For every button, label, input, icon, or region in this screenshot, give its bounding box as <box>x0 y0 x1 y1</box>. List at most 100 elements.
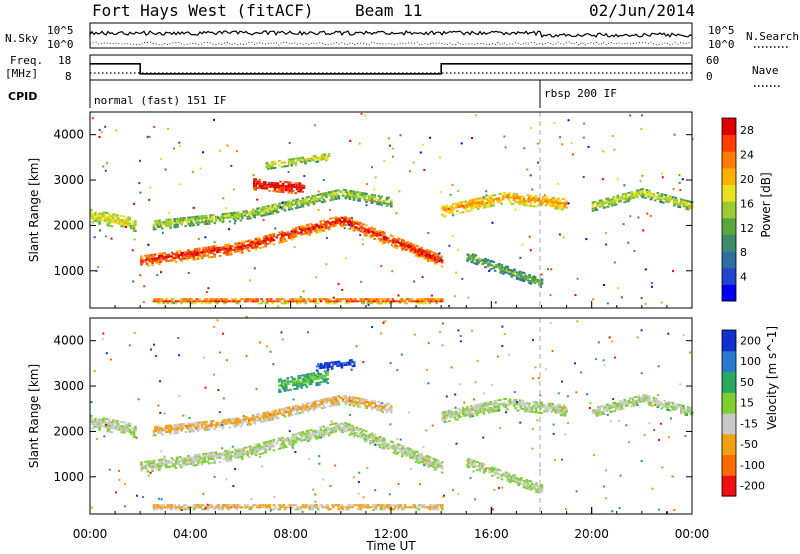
range-cell <box>275 209 279 212</box>
range-cell <box>294 435 298 438</box>
range-cell <box>291 238 295 240</box>
range-cell <box>468 205 472 208</box>
range-cell <box>159 431 163 434</box>
range-cell <box>205 216 208 219</box>
range-cell <box>405 298 408 301</box>
range-cell <box>358 223 361 226</box>
nsearch-tick-high: 10^5 <box>708 24 735 37</box>
range-cell <box>166 466 169 468</box>
range-cell <box>283 205 287 208</box>
range-cell <box>347 423 350 426</box>
range-cell <box>541 404 545 406</box>
range-cell <box>327 155 331 157</box>
range-cell <box>478 205 481 208</box>
range-cell <box>294 406 298 409</box>
range-cell <box>416 457 419 460</box>
date-label: 02/Jun/2014 <box>589 1 695 20</box>
range-cell <box>195 421 199 424</box>
range-cell <box>221 217 225 220</box>
range-cell <box>294 192 297 195</box>
range-cell <box>548 198 552 201</box>
range-cell <box>250 447 254 450</box>
noise-cell <box>186 259 189 262</box>
range-cell <box>528 484 531 487</box>
range-cell <box>309 383 313 385</box>
range-cell <box>517 278 520 281</box>
noise-cell <box>93 236 96 239</box>
range-cell <box>496 199 499 202</box>
range-cell <box>283 387 287 390</box>
range-cell <box>641 194 644 197</box>
range-cell <box>103 425 107 428</box>
range-cell <box>383 445 386 448</box>
range-cell <box>98 216 101 219</box>
range-cell <box>298 434 302 436</box>
range-cell <box>211 249 215 252</box>
range-cell <box>165 427 168 429</box>
range-cell <box>216 453 219 456</box>
range-cell <box>402 445 405 448</box>
range-cell <box>477 207 480 210</box>
range-cell <box>180 460 183 462</box>
range-cell <box>510 202 513 205</box>
range-cell <box>365 298 368 301</box>
range-cell <box>385 238 389 241</box>
range-cell <box>257 186 260 189</box>
range-cell <box>634 400 637 403</box>
range-cell <box>376 439 379 441</box>
noise-cell <box>360 280 363 283</box>
range-cell <box>409 448 412 451</box>
range-cell <box>518 482 522 485</box>
range-cell <box>675 203 679 206</box>
range-cell <box>240 251 244 254</box>
range-cell <box>165 221 168 223</box>
noise-cell <box>543 194 546 197</box>
range-cell <box>481 463 484 465</box>
range-cell <box>527 277 530 280</box>
range-cell <box>601 405 604 407</box>
range-cell <box>483 406 487 409</box>
range-cell <box>169 428 172 431</box>
range-cell <box>615 407 618 410</box>
range-cell <box>511 274 515 277</box>
range-cell <box>388 302 392 305</box>
range-cell <box>561 206 564 209</box>
range-cell <box>304 226 307 229</box>
range-cell <box>544 408 548 411</box>
range-cell <box>334 198 338 200</box>
range-cell <box>280 161 284 164</box>
range-cell <box>641 396 644 399</box>
range-cell <box>330 196 334 199</box>
range-cell <box>234 454 237 457</box>
range-cell <box>325 220 328 223</box>
range-cell <box>229 251 233 254</box>
range-cell <box>406 247 409 250</box>
range-cell <box>435 300 439 303</box>
range-cell <box>211 451 215 454</box>
range-cell <box>121 221 125 224</box>
noise-cell <box>617 287 620 290</box>
range-cell <box>178 425 182 428</box>
range-cell <box>169 218 172 221</box>
range-cell <box>398 241 401 244</box>
range-cell <box>116 426 119 429</box>
noise-cell <box>673 133 676 136</box>
range-cell <box>405 302 408 305</box>
range-cell <box>496 403 499 406</box>
range-cell <box>322 398 325 401</box>
range-cell <box>268 208 272 211</box>
range-cell <box>156 300 160 303</box>
range-cell <box>234 300 237 303</box>
ytick-label: 4000 <box>53 128 84 142</box>
range-cell <box>294 437 298 440</box>
range-cell <box>379 405 382 408</box>
range-cell <box>278 388 281 391</box>
range-cell <box>381 437 385 440</box>
range-cell <box>240 449 244 452</box>
noise-cell <box>474 114 477 117</box>
range-cell <box>304 384 307 386</box>
range-cell <box>340 426 343 429</box>
range-cell <box>265 237 269 239</box>
range-cell <box>187 249 190 251</box>
range-cell <box>296 387 299 390</box>
